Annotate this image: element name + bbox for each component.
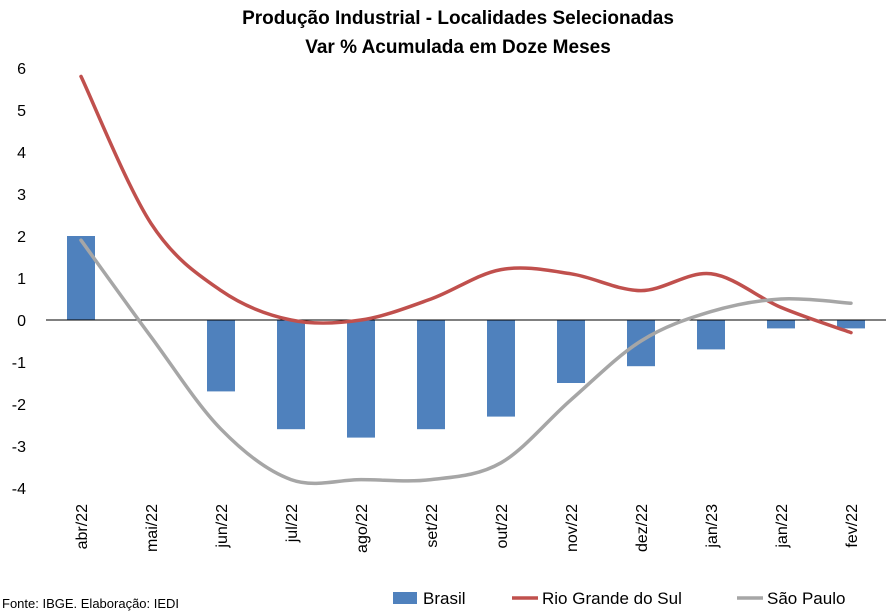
chart-title: Produção Industrial - Localidades Seleci… bbox=[242, 8, 674, 29]
chart-subtitle: Var % Acumulada em Doze Meses bbox=[305, 37, 611, 58]
x-tick-label: jun/22 bbox=[214, 504, 231, 549]
x-tick-label: set/22 bbox=[424, 504, 441, 548]
y-tick-label: 5 bbox=[17, 103, 26, 120]
bar bbox=[277, 320, 305, 430]
bar bbox=[837, 320, 865, 329]
y-tick-label: 0 bbox=[17, 313, 26, 330]
y-tick-label: -2 bbox=[12, 397, 26, 414]
y-tick-label: 4 bbox=[17, 145, 26, 162]
legend-swatch-bar bbox=[393, 592, 417, 604]
legend-label: Brasil bbox=[423, 589, 466, 608]
bar bbox=[557, 320, 585, 383]
x-tick-label: nov/22 bbox=[564, 504, 581, 552]
y-tick-label: -4 bbox=[12, 481, 26, 498]
y-tick-label: 6 bbox=[17, 61, 26, 78]
bar bbox=[207, 320, 235, 392]
y-axis: 6 5 4 3 2 1 0 -1 -2 -3 -4 bbox=[12, 61, 26, 498]
x-tick-label: jan/23 bbox=[704, 504, 721, 549]
source-note: Fonte: IBGE. Elaboração: IEDI bbox=[2, 596, 180, 611]
x-tick-label: jan/22 bbox=[774, 504, 791, 549]
bar bbox=[67, 236, 95, 320]
bar-series-brasil bbox=[67, 236, 865, 438]
line-sao-paulo bbox=[79, 238, 853, 486]
x-tick-label: mai/22 bbox=[144, 504, 161, 552]
x-tick-label: abr/22 bbox=[74, 504, 91, 549]
y-tick-label: 1 bbox=[17, 271, 26, 288]
line-rio-grande-do-sul bbox=[79, 74, 853, 335]
x-tick-label: out/22 bbox=[494, 504, 511, 549]
line-series bbox=[79, 74, 853, 486]
legend: Brasil Rio Grande do Sul São Paulo bbox=[393, 589, 845, 608]
bar bbox=[417, 320, 445, 430]
x-tick-label: jul/22 bbox=[284, 504, 301, 543]
bar bbox=[697, 320, 725, 350]
x-axis: abr/22 mai/22 jun/22 jul/22 ago/22 set/22 out/… bbox=[74, 504, 861, 553]
bar bbox=[627, 320, 655, 367]
bar bbox=[347, 320, 375, 438]
legend-label: Rio Grande do Sul bbox=[542, 589, 682, 608]
y-tick-label: 2 bbox=[17, 229, 26, 246]
bar bbox=[487, 320, 515, 417]
legend-label: São Paulo bbox=[767, 589, 845, 608]
x-tick-label: ago/22 bbox=[354, 504, 371, 553]
y-tick-label: -1 bbox=[12, 355, 26, 372]
bar bbox=[767, 320, 795, 329]
x-tick-label: dez/22 bbox=[634, 504, 651, 552]
y-tick-label: -3 bbox=[12, 439, 26, 456]
y-tick-label: 3 bbox=[17, 187, 26, 204]
x-tick-label: fev/22 bbox=[844, 504, 861, 548]
